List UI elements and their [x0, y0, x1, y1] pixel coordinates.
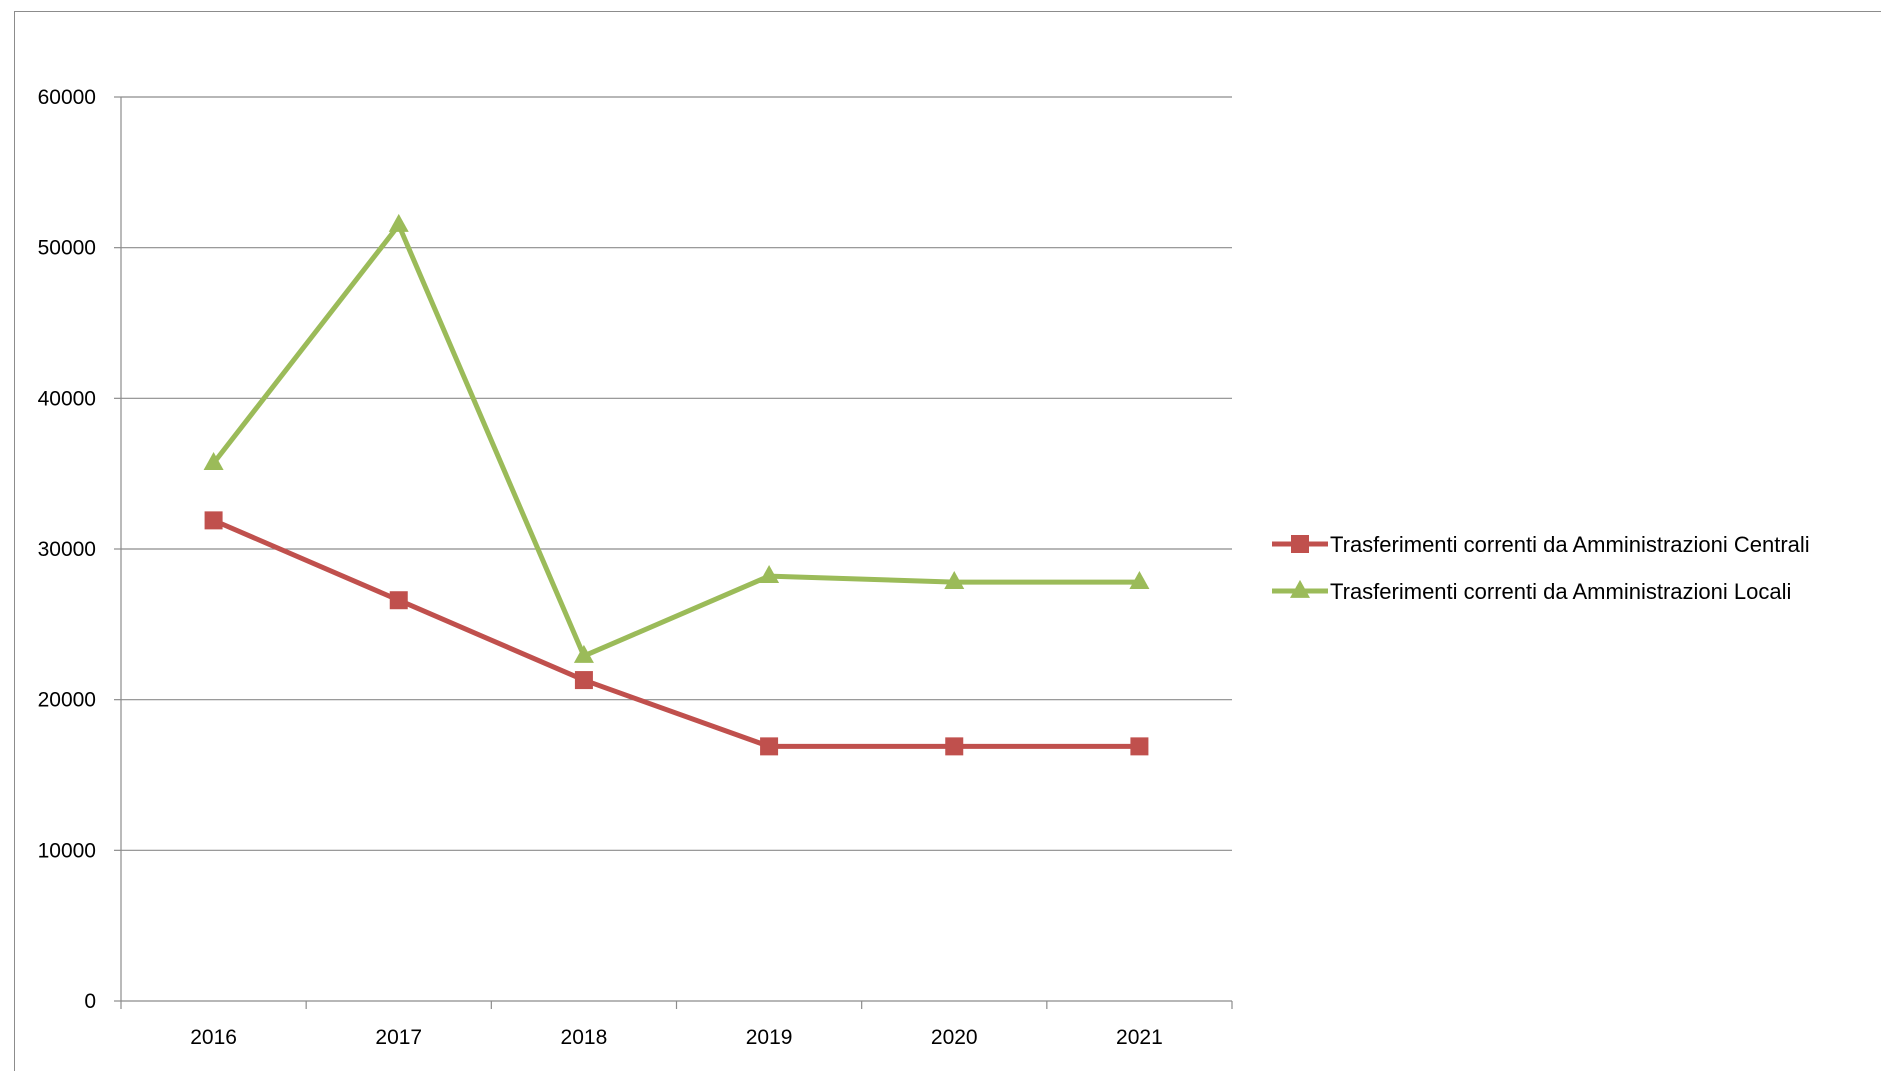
y-tick-label: 50000: [38, 237, 96, 260]
y-tick-label: 10000: [38, 839, 96, 862]
data-point-marker: [389, 591, 408, 610]
legend-entry: Trasferimenti correnti da Amministrazion…: [1272, 532, 1810, 557]
x-tick-label: 2019: [746, 1026, 793, 1049]
y-tick-label: 30000: [38, 538, 96, 561]
series-2: [203, 213, 1150, 663]
y-tick-label: 40000: [38, 387, 96, 410]
legend-marker: [1291, 535, 1309, 553]
x-tick-label: 2021: [1116, 1026, 1163, 1049]
series-1: [204, 511, 1149, 756]
x-tick-label: 2017: [375, 1026, 422, 1049]
legend: Trasferimenti correnti da Amministrazion…: [1272, 532, 1810, 604]
chart-area: [14, 11, 1881, 1071]
gridlines: [121, 96, 1232, 851]
x-tick-label: 2018: [561, 1026, 608, 1049]
data-point-marker: [388, 213, 409, 232]
x-tick-label: 2020: [931, 1026, 978, 1049]
series-line: [212, 518, 1140, 749]
data-point-marker: [944, 570, 965, 589]
y-tick-label: 0: [84, 990, 96, 1013]
y-tick-label: 20000: [38, 689, 96, 712]
data-point-marker: [1129, 570, 1150, 589]
x-tick-label: 2016: [190, 1026, 237, 1049]
legend-entry: Trasferimenti correnti da Amministrazion…: [1272, 579, 1791, 604]
data-point-marker: [945, 737, 964, 756]
legend-label: Trasferimenti correnti da Amministrazion…: [1330, 532, 1810, 557]
data-point-marker: [760, 737, 779, 756]
series-line: [211, 222, 1140, 659]
y-tick-label: 60000: [38, 86, 96, 109]
legend-marker: [1290, 579, 1310, 598]
data-point-marker: [574, 671, 593, 690]
legend-label: Trasferimenti correnti da Amministrazion…: [1330, 579, 1791, 604]
series-group: [203, 213, 1150, 756]
y-axis-ticks: 0 10000 20000 30000 40000 50000 60000: [38, 86, 121, 1013]
data-point-marker: [1130, 737, 1149, 756]
x-axis-ticks: 2016 2017 2018 2019 2020 2021: [120, 1001, 1233, 1049]
data-point-marker: [204, 511, 223, 530]
data-point-marker: [573, 644, 594, 663]
data-point-marker: [759, 564, 780, 583]
data-point-marker: [203, 451, 224, 470]
